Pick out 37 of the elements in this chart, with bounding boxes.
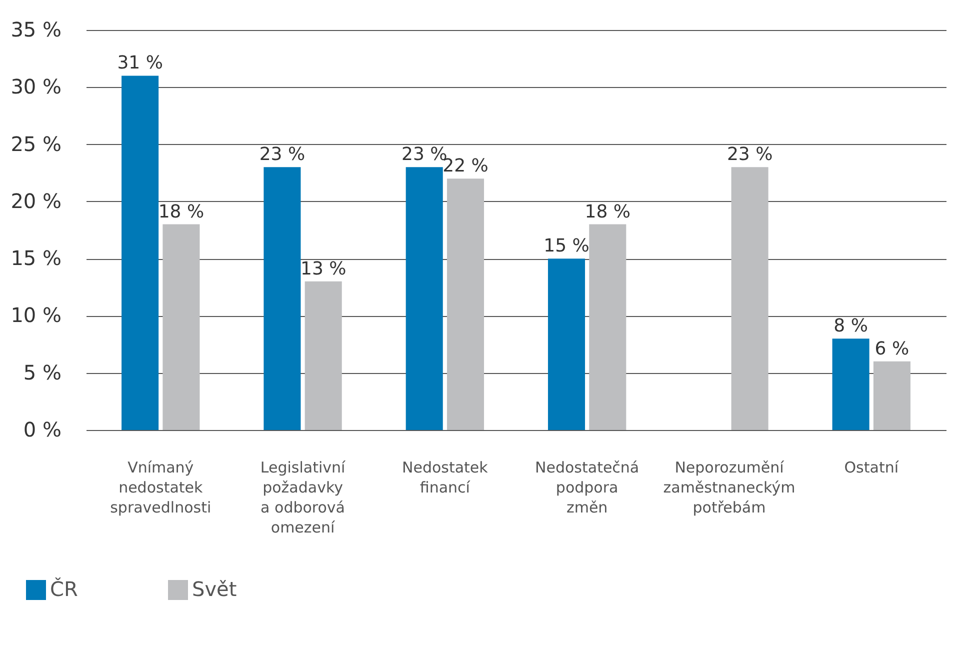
x-tick-label: Ostatní <box>844 458 900 476</box>
data-label: 23 % <box>401 144 448 166</box>
bar <box>731 167 768 430</box>
y-tick-label: 0 % <box>23 418 62 442</box>
legend-label: Svět <box>192 577 237 601</box>
y-tick-label: 15 % <box>10 246 62 270</box>
data-label: 31 % <box>117 52 163 74</box>
bar <box>264 167 301 430</box>
bar <box>304 281 342 430</box>
bar <box>446 178 484 430</box>
bar <box>589 224 626 430</box>
bar <box>122 76 159 430</box>
bar <box>832 338 870 430</box>
bar <box>406 167 443 430</box>
y-tick-label: 30 % <box>10 74 62 99</box>
x-tick-label: Neporozumění zaměstnaneckým potřebám <box>663 458 796 516</box>
data-label: 23 % <box>726 144 773 166</box>
x-tick-label: Nedostatek financí <box>402 458 488 496</box>
legend-label: ČR <box>50 577 78 601</box>
x-tick-label: Nedostatečná podpora změn <box>535 458 640 516</box>
data-label: 15 % <box>544 236 590 257</box>
bar <box>162 224 200 430</box>
bar <box>873 361 910 430</box>
y-tick-label: 10 % <box>10 303 62 328</box>
y-tick-label: 35 % <box>10 18 62 42</box>
x-tick-label: Vnímaný nedostatek spravedlnosti <box>110 458 212 516</box>
data-label: 6 % <box>874 338 910 360</box>
data-label: 18 % <box>158 201 204 222</box>
bar <box>548 258 586 430</box>
y-tick-label: 5 % <box>23 360 62 384</box>
y-tick-label: 20 % <box>10 188 62 213</box>
data-label: 8 % <box>834 316 868 337</box>
data-label: 18 % <box>584 201 631 222</box>
data-label: 13 % <box>300 258 346 280</box>
y-tick-label: 25 % <box>10 132 62 156</box>
data-label: 23 % <box>259 144 306 166</box>
x-tick-label: Legislativní požadavky a odborová omezení <box>260 458 346 536</box>
